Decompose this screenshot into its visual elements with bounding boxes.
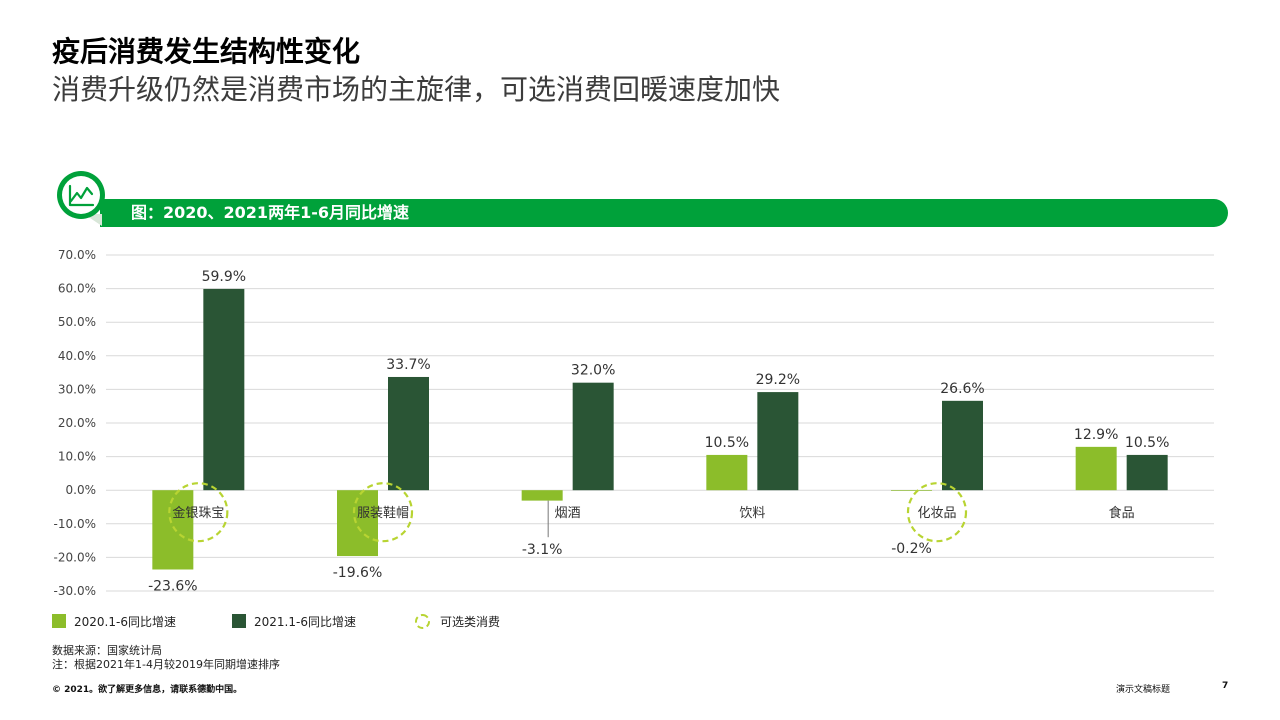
optional-consumption-ring [352,482,414,543]
legend-swatch-2021 [232,614,246,628]
line-chart-icon [57,171,105,226]
y-tick-label: 20.0% [58,416,96,430]
y-tick-label: -10.0% [54,517,96,531]
chart-banner [100,199,1228,227]
value-label-2021: 10.5% [1125,435,1169,451]
value-label-2020: -19.6% [333,565,383,581]
footnote: 注：根据2021年1-4月较2019年同期增速排序 [52,658,280,671]
bar-2021 [388,376,429,491]
legend-ring-icon [415,613,430,629]
bar-2020 [152,490,194,570]
category-label: 食品 [1109,505,1135,521]
value-label-2020: -0.2% [891,541,932,557]
bar-2020 [337,490,378,557]
y-tick-label: -20.0% [54,550,96,564]
legend-item-optional: 可选类消费 [415,611,500,631]
category-label: 金银珠宝 [172,505,224,521]
value-label-2020: 12.9% [1074,427,1118,443]
y-tick-label: -30.0% [54,584,96,598]
legend-label-optional: 可选类消费 [440,614,501,629]
value-label-2020: -23.6% [148,578,198,594]
page-subtitle: 消费升级仍然是消费市场的主旋律，可选消费回暖速度加快 [52,73,781,106]
bar-2020 [1075,446,1117,491]
optional-consumption-ring [906,482,968,543]
category-label: 化妆品 [917,506,956,521]
y-tick-label: 50.0% [58,315,96,329]
bar-2020 [521,490,563,501]
value-label-2020: 10.5% [705,435,749,451]
legend-item-2020: 2020.1-6同比增速 [52,611,176,631]
bar-2021 [1126,454,1168,491]
value-label-2021: 59.9% [202,269,246,285]
copyright: © 2021。欲了解更多信息，请联系德勤中国。 [52,685,243,695]
value-label-2021: 26.6% [940,381,984,397]
bar-2021 [757,392,799,491]
document-title: 演示文稿标题 [1116,685,1171,695]
y-tick-label: 70.0% [58,248,96,262]
category-label: 烟酒 [555,506,581,521]
bar-2020 [706,454,748,491]
value-label-2020: -3.1% [522,542,563,558]
page-title: 疫后消费发生结构性变化 [52,35,361,68]
legend-label-2021: 2021.1-6同比增速 [254,614,356,629]
bar-2021 [572,382,614,491]
value-label-2021: 29.2% [756,372,800,388]
y-tick-label: 60.0% [58,282,96,296]
y-tick-label: 0.0% [66,483,97,497]
legend-item-2021: 2021.1-6同比增速 [232,611,356,631]
chart-title: 图：2020、2021两年1-6月同比增速 [131,203,409,222]
bar-chart: 70.0% 60.0% 50.0% 40.0% 30.0% 20.0% 10.0% 0.0% -… [54,248,1214,598]
y-tick-label: 10.0% [58,450,96,464]
y-tick-label: 40.0% [58,349,96,363]
category-label: 服装鞋帽 [357,505,409,521]
bar-2020 [891,490,932,491]
legend-swatch-2020 [52,614,66,628]
page-number: 7 [1222,681,1229,691]
category-label: 饮料 [739,506,765,521]
bar-2021 [203,288,245,491]
value-label-2021: 33.7% [386,357,430,373]
value-label-2021: 32.0% [571,363,615,379]
optional-consumption-ring [168,482,229,543]
data-source: 数据来源：国家统计局 [52,644,162,657]
y-tick-label: 30.0% [58,382,96,396]
bar-2021 [942,400,983,491]
legend-label-2020: 2020.1-6同比增速 [74,614,176,629]
